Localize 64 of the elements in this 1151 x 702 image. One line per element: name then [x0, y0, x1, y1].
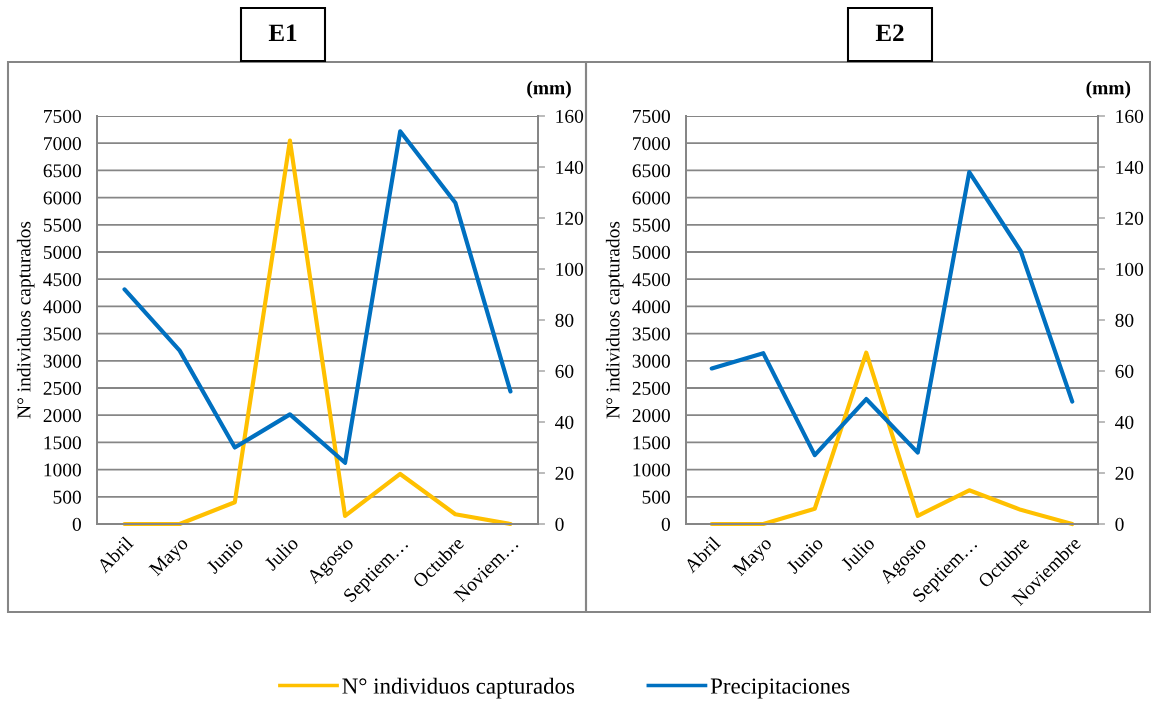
- y-tick-label: 5000: [632, 245, 670, 259]
- y2-tick-label: 160: [556, 109, 584, 123]
- y2-tick-label: 80: [555, 313, 574, 327]
- y-tick-label: 1000: [633, 463, 670, 477]
- y-tick-label: 1500: [44, 436, 81, 450]
- y-tick-label: 6000: [632, 191, 670, 205]
- y-tick-label: 500: [642, 490, 670, 504]
- y-tick-label: 4000: [632, 300, 670, 314]
- y2-tick-label: 100: [1116, 262, 1144, 276]
- y-tick-label: 5500: [632, 218, 670, 232]
- y2-axis-title: (mm): [527, 80, 571, 99]
- y-axis-title: N° individuos capturados: [605, 221, 624, 419]
- y2-axis-title: (mm): [1086, 80, 1131, 99]
- y2-tick-label: 40: [555, 415, 574, 429]
- y-tick-label: 6500: [632, 164, 670, 178]
- y2-tick-label: 120: [556, 211, 584, 225]
- y-tick-label: 7000: [44, 137, 81, 151]
- chart-title: E1: [268, 24, 297, 42]
- y2-tick-label: 40: [1115, 415, 1134, 429]
- y-tick-label: 4500: [632, 273, 670, 287]
- y-tick-label: 4500: [43, 273, 81, 287]
- x-tick-label: Julio: [839, 535, 876, 572]
- y-tick-label: 4000: [43, 300, 81, 314]
- y-axis-title: N° individuos capturados: [16, 221, 35, 419]
- y2-tick-label: 0: [1115, 517, 1124, 531]
- y2-tick-label: 100: [556, 262, 584, 276]
- y2-tick-label: 140: [1116, 160, 1144, 174]
- y2-tick-label: 0: [555, 517, 564, 531]
- y-tick-label: 0: [661, 517, 670, 531]
- y-tick-label: 7000: [633, 137, 670, 151]
- y2-tick-label: 20: [1115, 466, 1134, 480]
- y-tick-label: 2500: [632, 381, 670, 395]
- y-tick-label: 0: [72, 517, 81, 531]
- y-tick-label: 500: [53, 490, 81, 504]
- y-tick-label: 1000: [44, 463, 81, 477]
- y-tick-label: 7500: [633, 109, 670, 123]
- y2-tick-label: 160: [1116, 109, 1144, 123]
- chart-title: E2: [875, 24, 904, 42]
- line-series: [709, 170, 1075, 458]
- legend-label: Precipitaciones: [710, 678, 850, 699]
- line-series: [122, 138, 513, 527]
- x-tick-label: Julio: [263, 535, 300, 572]
- y2-tick-label: 80: [1115, 313, 1134, 327]
- y-tick-label: 3500: [632, 327, 670, 341]
- legend-label: N° individuos capturados: [342, 677, 575, 699]
- y-tick-label: 3000: [632, 354, 670, 368]
- y-tick-label: 5500: [43, 218, 81, 232]
- y-tick-label: 7500: [44, 109, 81, 123]
- y2-tick-label: 120: [1116, 211, 1144, 225]
- line-series: [709, 350, 1075, 527]
- y-tick-label: 2000: [632, 409, 670, 423]
- y-tick-label: 2000: [43, 409, 81, 423]
- y2-tick-label: 60: [555, 364, 574, 378]
- y2-tick-label: 60: [1115, 364, 1134, 378]
- y-tick-label: 3000: [43, 354, 81, 368]
- y-tick-label: 6500: [43, 164, 81, 178]
- y-tick-label: 2500: [43, 381, 81, 395]
- y-tick-label: 3500: [43, 327, 81, 341]
- y-tick-label: 1500: [633, 436, 670, 450]
- line-series: [122, 129, 513, 465]
- y2-tick-label: 20: [555, 466, 574, 480]
- y2-tick-label: 140: [556, 160, 584, 174]
- y-tick-label: 6000: [43, 191, 81, 205]
- y-tick-label: 5000: [43, 245, 81, 259]
